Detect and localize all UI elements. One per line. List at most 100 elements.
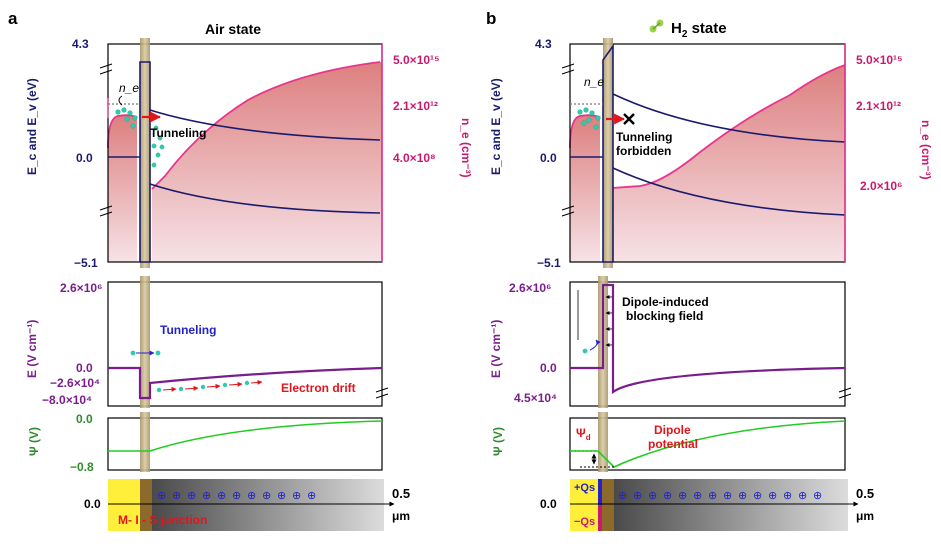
svg-text:⊕: ⊕ [738, 490, 747, 502]
panel-a-title: Air state [205, 21, 261, 37]
right-tick-2-b: 2.1×10¹² [856, 99, 901, 113]
field-frame [107, 281, 383, 407]
panel-b-title: H2 state [671, 20, 727, 40]
field-ytick-1: 2.6×10⁶ [60, 281, 103, 295]
svg-text:⊕: ⊕ [768, 490, 777, 502]
ylabel-ec-ev-b: E_c and E_v (eV) [489, 78, 503, 175]
pink-fill-semiconductor [152, 62, 382, 262]
panel-a-potential: 0.0 −0.8 Ψ (V) [27, 412, 383, 474]
field-ylabel-b: E (V cm⁻¹) [489, 320, 503, 378]
ytick-neg5-1-b: −5.1 [537, 256, 561, 270]
insulator-region [140, 479, 152, 531]
field-ytick-3: −2.6×10⁴ [50, 376, 100, 390]
metal-region-b [570, 479, 598, 531]
tunneling-forbidden-l2: forbidden [616, 144, 671, 158]
x1-label-a: 0.5 [392, 486, 410, 501]
potential-frame [107, 417, 383, 471]
psi-ylabel-b: Ψ (V) [491, 427, 505, 456]
ne-curve [151, 61, 381, 190]
minus-qs-label: −Qs [574, 516, 595, 528]
right-tick-1: 5.0×10¹⁵ [393, 53, 440, 67]
pink-fill-semiconductor-b [612, 65, 845, 262]
field-ytick-4: −8.0×10⁴ [42, 393, 92, 407]
field-ylabel-a: E (V cm⁻¹) [25, 320, 39, 378]
panel-b-potential: Ψd Dipole potential Ψ (V) [491, 412, 846, 472]
x0-label-a: 0.0 [84, 497, 101, 511]
blocking-field-l1: Dipole-induced [622, 295, 709, 309]
oxide-layer [140, 38, 150, 268]
h2-icon [649, 19, 664, 33]
panel-b-junction: 0.0 0.5 μm +Qs −Qs ⊕ ⊕ ⊕ ⊕ ⊕ ⊕ ⊕ ⊕ ⊕ ⊕ ⊕… [540, 479, 874, 531]
potential-frame-b [569, 417, 846, 471]
bounce-arrow-b [589, 339, 601, 351]
panel-a: a Air state n_e Tunneling [8, 9, 473, 531]
panel-b-label: b [486, 9, 496, 28]
ne-brace [118, 95, 123, 106]
psi-ytick-1: 0.0 [76, 412, 93, 426]
electron-dot-1 [130, 350, 136, 356]
svg-text:⊕: ⊕ [307, 490, 316, 502]
svg-text:⊕: ⊕ [753, 490, 762, 502]
right-label-b: n_e (cm⁻³) [919, 120, 933, 180]
pink-fill-metal-b [570, 115, 600, 262]
x-unit-b: μm [856, 509, 874, 523]
electron-dots [115, 107, 165, 168]
svg-text:⊕: ⊕ [172, 490, 181, 502]
svg-text:⊕: ⊕ [157, 490, 166, 502]
svg-text:⊕: ⊕ [813, 490, 822, 502]
svg-text:⊕: ⊕ [217, 490, 226, 502]
panel-a-junction: 0.0 0.5 μm M- I - S junction ⊕ ⊕ ⊕ ⊕ ⊕ ⊕… [84, 479, 410, 531]
ne-label-a: n_e [119, 81, 139, 95]
psi-ylabel-a: Ψ (V) [27, 427, 41, 456]
barrier-line [108, 61, 151, 263]
ytick-0-b: 0.0 [540, 151, 557, 165]
panel-b-field: Dipole-induced blocking field 2.6×10⁶ 0.… [489, 276, 852, 408]
svg-text:⊕: ⊕ [633, 490, 642, 502]
svg-text:⊕: ⊕ [232, 490, 241, 502]
semiconductor-region-b [614, 479, 848, 531]
right-label-a: n_e (cm⁻³) [459, 118, 473, 178]
ne-label-b: n_e [584, 75, 604, 89]
axis-break-left-bottom-b [561, 205, 575, 217]
junction-label: M- I - S junction [118, 513, 207, 527]
oxide-layer-potential-b [598, 412, 608, 472]
panel-a-field: Tunneling Electron drift 2.6×10⁶ 0.0 −2.… [25, 276, 389, 408]
right-tick-1-b: 5.0×10¹⁵ [856, 53, 903, 67]
plus-qs-strip [598, 479, 602, 505]
field-ytick-2-b: 0.0 [540, 361, 557, 375]
ec-curve-upper [149, 109, 381, 141]
blocked-x-icon [623, 113, 635, 125]
panel-a-label: a [8, 9, 18, 28]
svg-text:⊕: ⊕ [678, 490, 687, 502]
semiconductor-region [152, 479, 384, 531]
svg-text:⊕: ⊕ [202, 490, 211, 502]
insulator-region-b [602, 479, 614, 531]
ytick-0: 0.0 [76, 151, 93, 165]
ylabel-ec-ev-a: E_c and E_v (eV) [25, 78, 39, 175]
ytick-4-3: 4.3 [72, 37, 89, 51]
electron-dot-2 [155, 350, 161, 356]
ec-curve-upper-b [612, 93, 846, 143]
field-ytick-1-b: 2.6×10⁶ [509, 281, 552, 295]
electron-dots-b [577, 107, 601, 130]
panel-b: b H2 state n_e Tu [486, 9, 933, 531]
svg-text:⊕: ⊕ [277, 490, 286, 502]
dipole-field-arrows [605, 295, 612, 347]
x0-label-b: 0.0 [540, 497, 557, 511]
ne-curve-metal [107, 114, 138, 149]
svg-text:⊕: ⊕ [783, 490, 792, 502]
pink-fill-metal [108, 115, 137, 262]
panel-a-band-diagram: n_e Tunneling 4.3 0.0 −5.1 E_c and E_v (… [25, 37, 473, 270]
ion-row-b: ⊕ ⊕ ⊕ ⊕ ⊕ ⊕ ⊕ ⊕ ⊕ ⊕ ⊕ ⊕ ⊕ ⊕ [618, 490, 822, 502]
ne-curve-b [611, 64, 846, 189]
x1-label-b: 0.5 [856, 486, 874, 501]
axis-break-left-top-b [561, 63, 575, 75]
barrier-line-b [570, 43, 614, 263]
svg-text:⊕: ⊕ [723, 490, 732, 502]
svg-text:⊕: ⊕ [187, 490, 196, 502]
ne-curve-metal-b [569, 114, 601, 149]
potential-curve-b [570, 420, 846, 468]
field-ytick-2: 0.0 [76, 361, 93, 375]
field-curve-b [570, 283, 846, 395]
